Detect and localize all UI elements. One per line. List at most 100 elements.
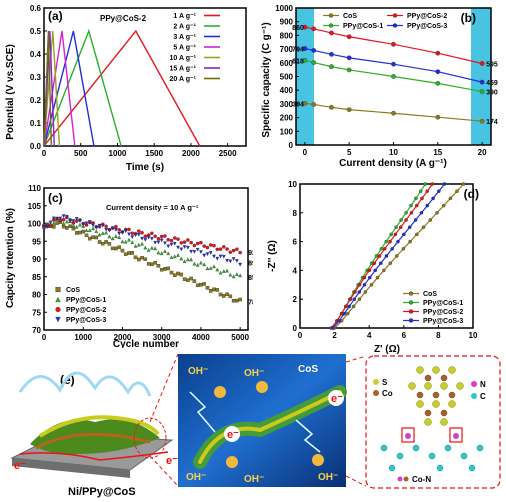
retention-point-3-7 bbox=[65, 214, 69, 219]
legend-marker-3 bbox=[392, 23, 398, 28]
retention-point-0-60 bbox=[238, 297, 242, 302]
electron-mid-2: e⁻ bbox=[227, 429, 239, 441]
retention-point-3-32 bbox=[146, 235, 151, 240]
retention-point-0-35 bbox=[156, 264, 161, 268]
retention-point-2-6 bbox=[61, 217, 66, 222]
chart-c-series: 78% 85% 92% 89% bbox=[42, 214, 253, 307]
x-tick-label-1: 1000 bbox=[74, 333, 92, 342]
retention-point-1-38 bbox=[166, 251, 171, 256]
legend-marker-1 bbox=[408, 300, 414, 305]
retention-point-1-22 bbox=[114, 234, 118, 239]
legend-label-1: PPy@CoS-1 bbox=[423, 300, 463, 307]
electron-mid-1: e⁻ bbox=[331, 393, 343, 405]
retention-point-2-36 bbox=[159, 234, 164, 239]
oh-ion-1: OH⁻ bbox=[188, 366, 208, 377]
retention-point-0-44 bbox=[186, 278, 190, 282]
retention-point-1-33 bbox=[150, 245, 154, 250]
retention-point-2-55 bbox=[222, 245, 226, 249]
retention-point-1-9 bbox=[71, 223, 76, 228]
retention-point-1-24 bbox=[120, 239, 125, 244]
retention-point-1-30 bbox=[140, 241, 144, 246]
y-tick-label-1: 2 bbox=[293, 295, 298, 304]
retention-point-0-15 bbox=[91, 235, 95, 239]
retention-point-3-34 bbox=[153, 240, 157, 245]
retention-point-0-53 bbox=[215, 288, 220, 292]
molecular-structure: S Co N C Co-N bbox=[365, 355, 501, 489]
retention-point-0-23 bbox=[117, 245, 121, 249]
y-tick-label-4: 8 bbox=[293, 209, 298, 218]
retention-point-2-34 bbox=[153, 234, 157, 238]
chart-a-title: PPy@CoS-2 bbox=[100, 14, 147, 23]
nyquist-point-2-10 bbox=[377, 254, 382, 258]
retention-point-0-56 bbox=[225, 292, 229, 296]
retention-point-3-36 bbox=[159, 238, 164, 243]
retention-point-3-38 bbox=[166, 244, 171, 249]
legend-marker-2 bbox=[55, 306, 61, 313]
oh-ion-4: OH⁻ bbox=[244, 474, 264, 485]
retention-point-2-59 bbox=[235, 247, 239, 251]
nyquist-point-3-8 bbox=[373, 268, 377, 273]
legend-label-0: CoS bbox=[66, 287, 80, 294]
chart-a-series bbox=[43, 28, 201, 147]
x-tick-label-3: 3000 bbox=[153, 333, 171, 342]
nyquist-point-2-9 bbox=[372, 261, 377, 265]
chart-a-legend: 1 A g⁻¹ 2 A g⁻¹ 3 A g⁻¹ 5 A g⁻¹ 10 A g⁻¹ 15 A… bbox=[169, 13, 220, 83]
retention-point-3-35 bbox=[156, 240, 161, 245]
nyquist-point-0-13 bbox=[415, 232, 419, 237]
retention-point-0-48 bbox=[199, 283, 203, 287]
retention-point-1-28 bbox=[133, 244, 138, 248]
retention-point-1-50 bbox=[205, 266, 210, 271]
chart-c-ticks: 0 1000 2000 3000 4000 5000 70 75 80 85 90 95 100 105 1… bbox=[28, 184, 250, 342]
capacity-point-2-1 bbox=[311, 26, 317, 32]
capacity-point-0-0 bbox=[302, 101, 308, 106]
retention-point-0-16 bbox=[94, 235, 99, 240]
retention-point-3-8 bbox=[68, 218, 72, 223]
retention-point-1-40 bbox=[172, 254, 177, 259]
retention-point-1-51 bbox=[208, 266, 213, 270]
bond-label: Co-N bbox=[412, 475, 431, 484]
end-label-2: 92% bbox=[248, 250, 253, 257]
x-tick-label-5: 2500 bbox=[219, 149, 237, 158]
chart-b-panel-label: (b) bbox=[461, 11, 476, 25]
retention-point-1-47 bbox=[195, 262, 200, 267]
nyquist-point-3-11 bbox=[390, 247, 394, 251]
x-tick-label-0: 0 bbox=[303, 148, 308, 157]
retention-point-2-60 bbox=[238, 250, 242, 255]
capacity-point-3-5 bbox=[435, 69, 441, 75]
retention-point-1-3 bbox=[51, 221, 56, 225]
retention-point-0-45 bbox=[189, 276, 193, 281]
retention-point-0-50 bbox=[205, 286, 210, 290]
y-tick-label-5: 10 bbox=[288, 180, 297, 189]
retention-point-2-54 bbox=[218, 247, 223, 251]
retention-point-1-31 bbox=[143, 245, 148, 250]
y-tick-label-9: 900 bbox=[280, 18, 294, 27]
x-tick-label-0: 0 bbox=[42, 333, 47, 342]
chart-a-xlabel: Time (s) bbox=[126, 162, 164, 172]
legend-label-6: 20 A g⁻¹ bbox=[169, 76, 196, 83]
electron-left: e⁻ bbox=[14, 460, 26, 472]
x-tick-label-3: 6 bbox=[402, 331, 407, 340]
nyquist-point-0-11 bbox=[401, 247, 406, 251]
chart-d-ylabel: -Z'' (Ω) bbox=[267, 240, 278, 272]
nyquist-point-0-19 bbox=[455, 189, 459, 193]
y-tick-label-6: 100 bbox=[28, 220, 42, 229]
legend-label-1: 2 A g⁻¹ bbox=[173, 24, 196, 31]
chart-a-ylabel: Potential (V vs.SCE) bbox=[5, 44, 16, 140]
x-tick-label-4: 8 bbox=[436, 331, 441, 340]
y-tick-label-5: 95 bbox=[32, 237, 41, 246]
retention-point-3-40 bbox=[172, 242, 177, 246]
x-tick-label-0: 0 bbox=[42, 149, 47, 158]
x-tick-label-3: 1500 bbox=[145, 149, 163, 158]
capacity-point-3-1 bbox=[311, 48, 317, 53]
retention-point-0-46 bbox=[192, 279, 197, 283]
retention-point-3-33 bbox=[150, 237, 154, 241]
chart-d-plot-area bbox=[299, 183, 474, 329]
oh-ion-3: OH⁻ bbox=[186, 472, 206, 483]
capacity-point-1-6 bbox=[479, 89, 485, 94]
retention-point-0-6 bbox=[61, 224, 66, 229]
chart-a-plot-area bbox=[43, 7, 247, 147]
legend-label-2: PPy@CoS-2 bbox=[423, 309, 463, 316]
retention-point-2-51 bbox=[208, 243, 213, 247]
retention-point-0-26 bbox=[127, 251, 131, 255]
retention-point-3-48 bbox=[199, 250, 203, 254]
